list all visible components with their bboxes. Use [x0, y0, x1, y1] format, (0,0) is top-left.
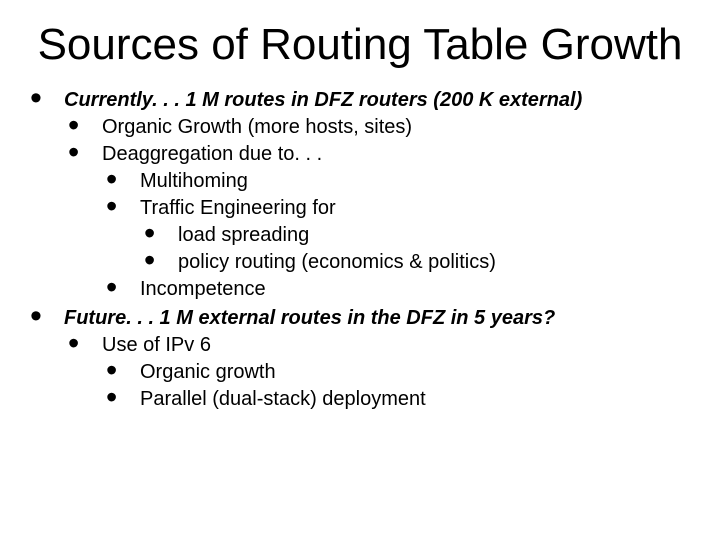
slide-title: Sources of Routing Table Growth — [30, 20, 690, 71]
bullet-text: policy routing (economics & politics) — [178, 251, 496, 273]
list-item: Organic Growth (more hosts, sites) — [68, 114, 690, 141]
list-item: Currently. . . 1 M routes in DFZ routers… — [30, 87, 690, 303]
list-item: Deaggregation due to. . . Multihoming Tr… — [68, 141, 690, 303]
bullet-text: Multihoming — [140, 170, 248, 192]
list-item: Parallel (dual-stack) deployment — [106, 386, 690, 413]
list-item: load spreading — [144, 222, 690, 249]
bullet-text: load spreading — [178, 224, 309, 246]
bullet-text: Use of IPv 6 — [102, 334, 211, 356]
bullet-text: Parallel (dual-stack) deployment — [140, 388, 426, 410]
list-item: Traffic Engineering for load spreading p… — [106, 195, 690, 276]
bullet-text: Traffic Engineering for — [140, 197, 336, 219]
bullet-text: Currently. . . 1 M routes in DFZ routers… — [64, 89, 582, 111]
bullet-list: Currently. . . 1 M routes in DFZ routers… — [30, 87, 690, 413]
bullet-text: Deaggregation due to. . . — [102, 143, 322, 165]
bullet-text: Incompetence — [140, 278, 266, 300]
list-item: Use of IPv 6 Organic growth Parallel (du… — [68, 332, 690, 413]
list-item: Incompetence — [106, 276, 690, 303]
bullet-text: Organic Growth (more hosts, sites) — [102, 116, 412, 138]
list-item: Future. . . 1 M external routes in the D… — [30, 305, 690, 413]
list-item: Organic growth — [106, 359, 690, 386]
bullet-text: Organic growth — [140, 361, 276, 383]
slide: Sources of Routing Table Growth Currentl… — [0, 0, 720, 540]
list-item: policy routing (economics & politics) — [144, 249, 690, 276]
list-item: Multihoming — [106, 168, 690, 195]
bullet-text: Future. . . 1 M external routes in the D… — [64, 307, 555, 329]
